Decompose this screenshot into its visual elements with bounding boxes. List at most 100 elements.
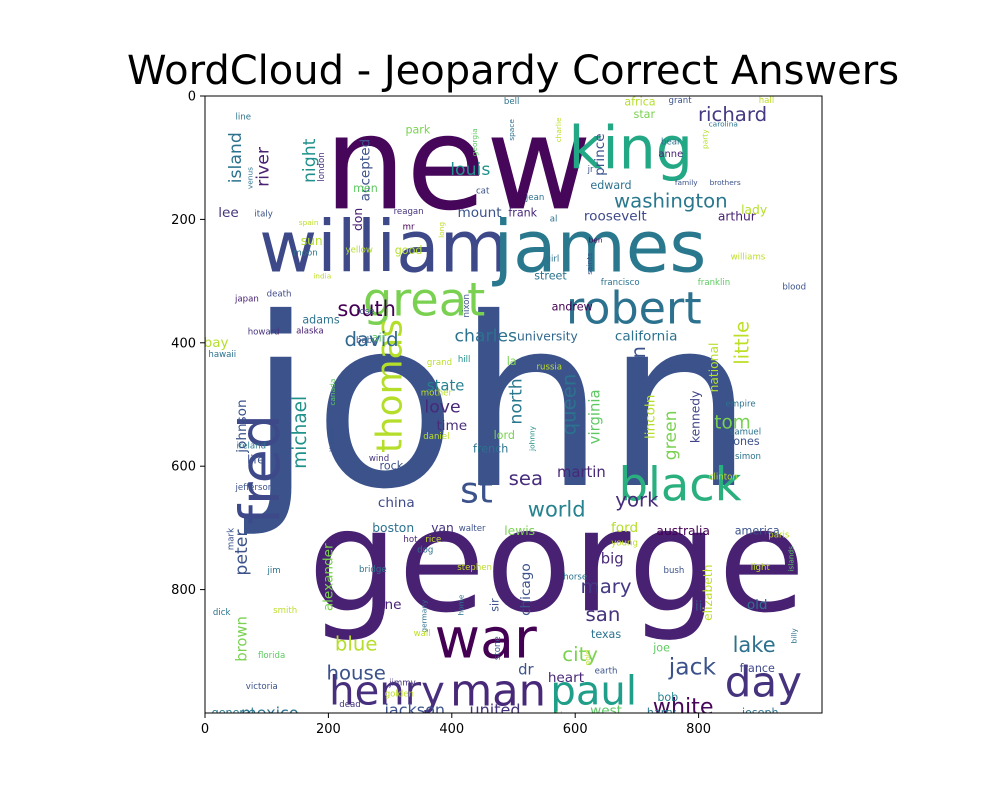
word-saints: saints xyxy=(585,253,594,275)
word-washington: washington xyxy=(614,189,728,212)
x-tick-label: 400 xyxy=(439,722,464,737)
word-green: green xyxy=(661,410,681,460)
y-tick-label: 400 xyxy=(171,336,196,351)
word-canada: canada xyxy=(328,379,337,406)
word-victoria: victoria xyxy=(246,682,278,692)
word-andrew: andrew xyxy=(552,301,593,314)
word-dr: dr xyxy=(518,661,534,678)
word-bear: bear xyxy=(661,137,681,147)
y-tick-label: 0 xyxy=(188,90,196,105)
word-david: david xyxy=(344,328,398,351)
word-cat: cat xyxy=(476,187,490,197)
word-fred: fred xyxy=(228,414,293,525)
word-sun: sun xyxy=(301,234,323,248)
word-peter: peter xyxy=(232,529,252,576)
word-mr: mr xyxy=(403,222,415,232)
word-street: street xyxy=(534,270,567,283)
word-love: love xyxy=(424,398,460,418)
word-stephen: stephen xyxy=(457,563,492,573)
word-rose: rose xyxy=(356,307,374,317)
word-michael: michael xyxy=(290,396,311,469)
word-smith: smith xyxy=(273,606,297,616)
word-air: air xyxy=(372,331,387,344)
word-jr: jr xyxy=(587,165,594,175)
x-tick-label: 200 xyxy=(316,722,341,737)
word-gold: gold xyxy=(583,649,592,665)
word-billy: billy xyxy=(790,628,799,644)
word-henry: henry xyxy=(329,668,445,714)
word-joe: joe xyxy=(652,642,670,655)
word-star: star xyxy=(634,108,656,121)
word-carolina: carolina xyxy=(709,119,738,128)
word-adams: adams xyxy=(302,313,339,326)
word-jean: jean xyxy=(525,193,544,203)
word-island: island xyxy=(226,132,246,183)
plot-frame xyxy=(204,95,823,714)
word-jack: jack xyxy=(668,653,717,681)
word-lake: lake xyxy=(733,633,776,657)
word-france: france xyxy=(740,662,775,675)
word-home: home xyxy=(457,594,466,615)
word-bay: bay xyxy=(204,335,229,351)
word-boston: boston xyxy=(372,521,414,535)
word-nixon: nixon xyxy=(462,294,472,317)
word-mexico: mexico xyxy=(241,704,299,723)
word-girl: girl xyxy=(545,255,559,265)
word-park: park xyxy=(405,123,430,136)
word-john: john xyxy=(243,268,754,541)
word-wall: wall xyxy=(414,629,431,639)
word-sir: sir xyxy=(488,598,501,612)
word-moon: moon xyxy=(293,248,317,258)
word-lady: lady xyxy=(741,203,767,217)
word-brothers: brothers xyxy=(710,178,741,187)
word-mother: mother xyxy=(421,388,453,398)
word-long: long xyxy=(437,222,446,238)
word-old: old xyxy=(747,597,768,613)
word-martin: martin xyxy=(557,464,606,481)
word-australia: australia xyxy=(656,524,710,538)
word-don: don xyxy=(351,208,365,231)
word-north: north xyxy=(507,378,527,424)
word-venus: venus xyxy=(246,167,255,189)
y-tick-label: 600 xyxy=(171,460,196,475)
word-water: water xyxy=(328,427,338,452)
word-grand: grand xyxy=(427,358,452,368)
word-iron: iron xyxy=(666,362,682,372)
word-grant: grant xyxy=(669,96,693,106)
word-india: india xyxy=(313,272,331,281)
word-reagan: reagan xyxy=(394,207,424,217)
word-lord: lord xyxy=(494,429,515,442)
word-james: james xyxy=(491,206,706,289)
word-south: south xyxy=(337,297,396,321)
x-tick-label: 0 xyxy=(201,722,209,737)
word-french: french xyxy=(473,442,508,455)
word-lee: lee xyxy=(218,205,239,221)
word-line: line xyxy=(235,113,251,123)
word-hill: hill xyxy=(458,355,471,365)
word-ireland: ireland xyxy=(236,441,266,451)
word-chicago: chicago xyxy=(518,563,534,616)
word-brown: brown xyxy=(234,616,251,662)
word-williams: williams xyxy=(731,253,766,263)
word-paul: paul xyxy=(550,668,637,714)
word-young: young xyxy=(611,538,638,548)
word-blood: blood xyxy=(782,282,806,292)
word-horse: horse xyxy=(563,572,587,582)
word-spain: spain xyxy=(299,218,319,227)
word-jones: jones xyxy=(729,435,760,448)
word-francisco: francisco xyxy=(601,278,640,288)
word-howard: howard xyxy=(248,327,280,337)
word-mount: mount xyxy=(458,205,502,221)
word-china: china xyxy=(378,495,415,511)
y-tick-label: 800 xyxy=(171,583,196,598)
word-georgia: georgia xyxy=(470,128,479,156)
word-william: william xyxy=(259,206,509,289)
chart-title: WordCloud - Jeopardy Correct Answers xyxy=(126,48,900,94)
word-yellow: yellow xyxy=(346,245,373,255)
word-men: men xyxy=(353,182,378,195)
word-roosevelt: roosevelt xyxy=(584,208,647,224)
word-johnson: johnson xyxy=(234,399,250,453)
word-war: war xyxy=(435,606,537,671)
